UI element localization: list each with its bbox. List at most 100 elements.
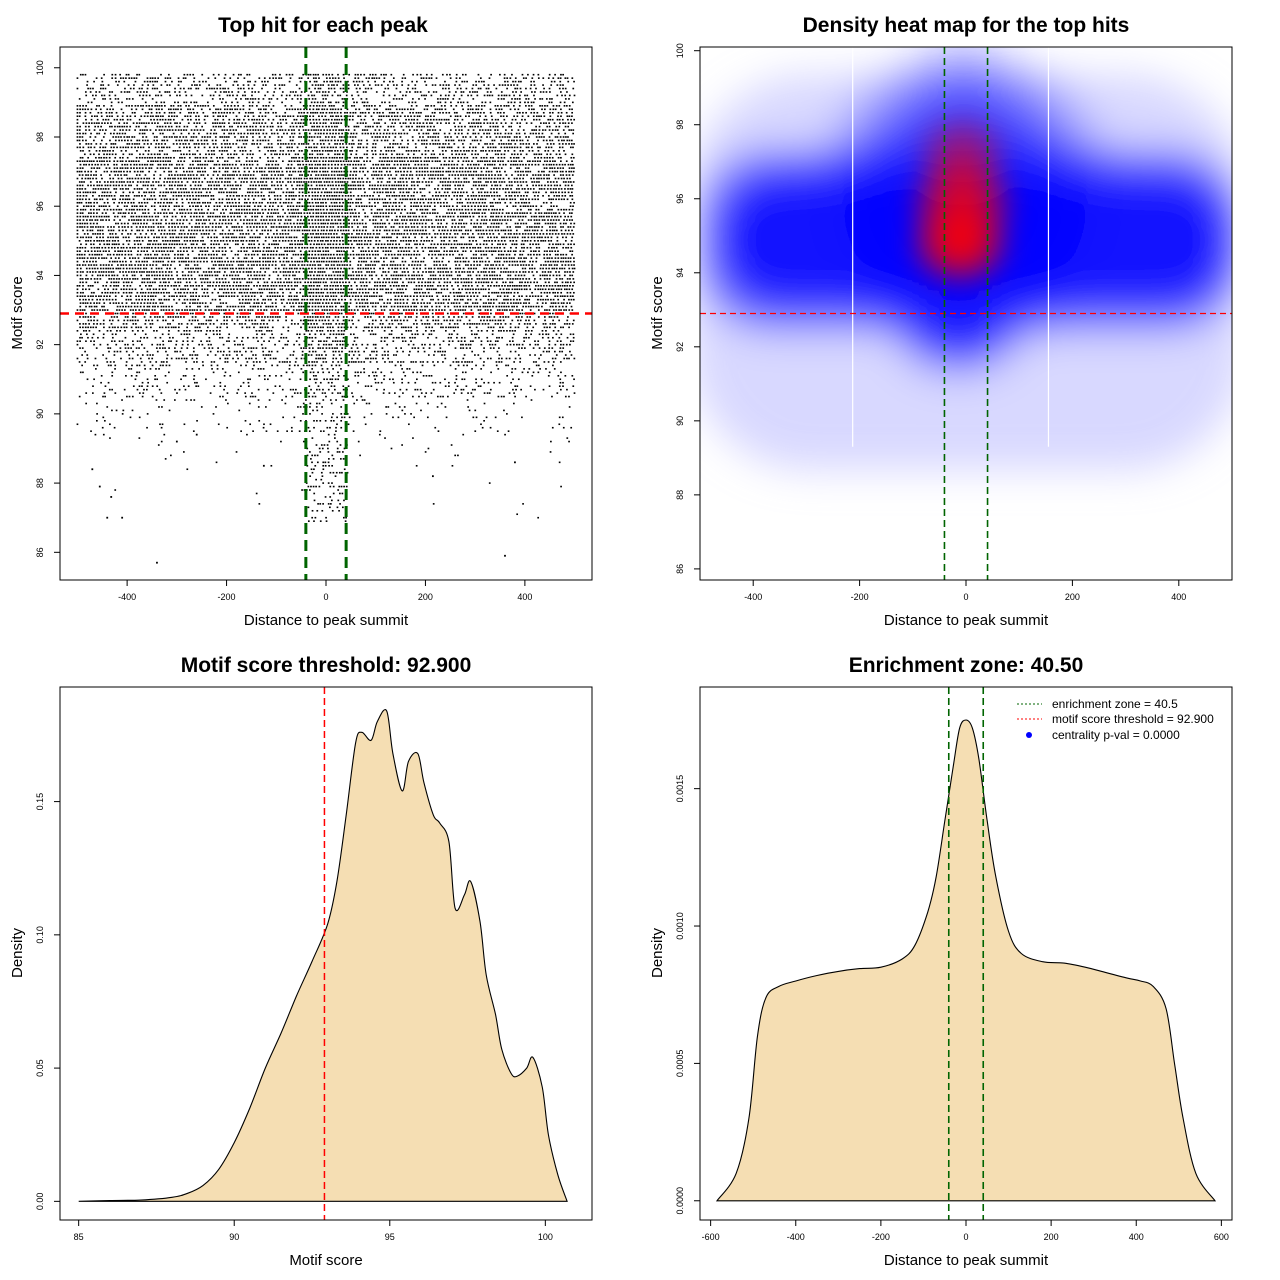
scatter-point — [419, 388, 422, 391]
scatter-point — [486, 340, 489, 342]
scatter-point — [84, 323, 87, 325]
scatter-point — [285, 319, 287, 322]
scatter-point — [559, 381, 562, 384]
scatter-point — [351, 243, 353, 246]
scatter-point — [294, 274, 296, 277]
scatter-point — [377, 326, 379, 329]
scatter-point — [375, 357, 377, 360]
scatter-point — [145, 319, 147, 322]
scatter-point — [510, 302, 512, 304]
scatter-point — [410, 316, 412, 318]
scatter-point — [100, 381, 102, 384]
scatter-point — [246, 433, 248, 436]
scatter-point — [416, 295, 418, 297]
scatter-point — [394, 302, 397, 304]
scatter-point — [332, 419, 335, 422]
scatter-point — [157, 444, 160, 446]
scatter-point — [273, 309, 276, 311]
scatter-point — [206, 288, 209, 291]
scatter-point — [518, 316, 520, 318]
scatter-point — [160, 440, 163, 443]
scatter-point — [501, 336, 503, 339]
scatter-point — [313, 278, 316, 280]
scatter-point — [217, 347, 219, 349]
scatter-point — [463, 340, 466, 342]
scatter-point — [105, 250, 107, 253]
scatter-point — [354, 350, 357, 353]
scatter-point — [387, 357, 390, 360]
scatter-point — [553, 316, 556, 318]
scatter-point — [378, 295, 381, 297]
scatter-point — [347, 385, 350, 387]
scatter-point — [106, 330, 109, 332]
scatter-point — [419, 361, 422, 363]
scatter-point — [542, 323, 545, 325]
scatter-point — [329, 426, 331, 429]
scatter-point — [226, 392, 229, 394]
scatter-point — [311, 298, 314, 301]
scatter-point — [560, 343, 562, 346]
scatter-point — [396, 319, 399, 322]
scatter-point — [86, 271, 89, 273]
scatter-point — [217, 350, 219, 353]
scatter-point — [382, 271, 385, 273]
scatter-point — [428, 326, 431, 329]
scatter-points — [76, 73, 576, 564]
scatter-point — [324, 419, 327, 422]
scatter-point — [330, 499, 333, 502]
scatter-point — [537, 298, 539, 301]
scatter-point — [395, 326, 398, 329]
scatter-point — [420, 260, 422, 263]
scatter-point — [437, 253, 440, 256]
scatter-point — [514, 357, 517, 360]
scatter-point — [301, 243, 303, 246]
scatter-point — [245, 271, 248, 273]
scatter-point — [463, 281, 466, 284]
scatter-point — [224, 357, 227, 360]
scatter-point — [505, 298, 507, 301]
scatter-point — [400, 291, 402, 294]
scatter-point — [119, 260, 121, 263]
scatter-point — [149, 264, 152, 266]
scatter-point — [413, 253, 415, 256]
scatter-point — [138, 271, 141, 273]
scatter-point — [114, 326, 116, 329]
scatter-point — [216, 260, 219, 263]
scatter-point — [420, 409, 422, 412]
scatter-point — [383, 330, 386, 332]
scatter-point — [97, 288, 100, 291]
scatter-point — [345, 516, 347, 519]
scatter-point — [354, 312, 356, 315]
scatter-point — [108, 319, 111, 322]
scatter-point — [343, 416, 346, 419]
scatter-point — [459, 260, 462, 263]
scatter-point — [405, 330, 408, 332]
scatter-point — [548, 316, 551, 318]
scatter-point — [329, 267, 331, 270]
scatter-point — [271, 302, 274, 304]
scatter-point — [342, 458, 345, 460]
scatter-point — [543, 278, 546, 280]
scatter-point — [268, 340, 270, 342]
scatter-point — [204, 295, 207, 297]
scatter-point — [529, 288, 532, 291]
scatter-point — [239, 316, 241, 318]
scatter-point — [390, 274, 393, 277]
scatter-point — [554, 250, 557, 253]
scatter-point — [194, 316, 197, 318]
scatter-point — [182, 246, 185, 249]
scatter-point — [499, 319, 502, 322]
scatter-point — [424, 309, 426, 311]
scatter-point — [313, 257, 315, 259]
scatter-point — [533, 253, 535, 256]
scatter-point — [98, 253, 101, 256]
scatter-point — [443, 278, 446, 280]
scatter-point — [319, 326, 322, 329]
scatter-point — [302, 285, 305, 287]
scatter-point — [218, 246, 221, 249]
scatter-point — [138, 364, 141, 367]
scatter-point — [283, 361, 286, 363]
scatter-point — [461, 371, 464, 374]
scatter-point — [185, 246, 188, 249]
scatter-point — [82, 316, 85, 318]
